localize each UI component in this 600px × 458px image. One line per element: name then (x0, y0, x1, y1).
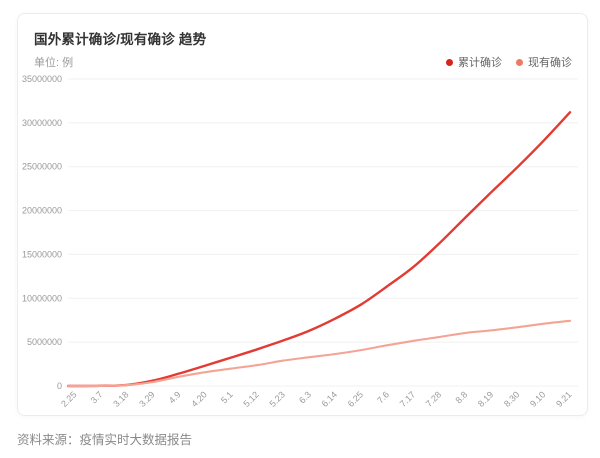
x-axis-label: 4.20 (189, 389, 208, 408)
x-axis-label: 8.30 (502, 389, 521, 408)
x-axis-label: 3.29 (137, 389, 156, 408)
x-axis-label: 7.28 (424, 389, 443, 408)
y-axis-label: 20000000 (22, 206, 62, 216)
unit-label: 单位: 例 (34, 57, 74, 69)
x-axis-label: 7.6 (375, 389, 391, 405)
legend-label-existing: 现有确诊 (528, 57, 572, 69)
legend-item-cumulative-confirmed[interactable]: 累计确诊 (446, 54, 502, 70)
y-axis-label: 30000000 (22, 118, 62, 128)
x-axis-label: 8.19 (476, 389, 495, 408)
x-axis-label: 5.23 (267, 389, 286, 408)
trend-chart-canvas: 0 5000000 10000000 15000000 20000000 25000000… (22, 74, 578, 409)
x-axis-label: 6.14 (320, 389, 339, 408)
x-axis-label: 4.9 (167, 389, 183, 405)
x-axis-label: 3.18 (111, 389, 130, 408)
series-line-cumulative-confirmed (66, 111, 572, 388)
series-line-existing-confirmed (66, 319, 572, 388)
y-axis-label: 35000000 (22, 74, 62, 84)
existing-series-dot-icon (516, 58, 523, 66)
y-axis-label: 25000000 (22, 162, 62, 172)
x-axis-label: 9.10 (528, 389, 547, 408)
legend-item-existing-confirmed[interactable]: 现有确诊 (516, 54, 572, 70)
x-axis-label: 2.25 (59, 389, 78, 408)
x-axis-label: 6.25 (346, 389, 365, 408)
x-axis-label: 7.17 (398, 389, 417, 408)
source-note: 资料来源：疫情实时大数据报告 (17, 433, 193, 447)
x-axis-label: 5.12 (241, 389, 260, 408)
y-axis-label: 5000000 (27, 337, 62, 347)
legend-label-cumulative: 累计确诊 (458, 57, 502, 69)
x-axis-label: 3.7 (89, 389, 105, 405)
chart-legend: 累计确诊 现有确诊 (446, 54, 572, 70)
y-axis-label: 10000000 (22, 293, 62, 303)
cumulative-series-dot-icon (446, 58, 453, 66)
chart-title: 国外累计确诊/现有确诊 趋势 (34, 32, 207, 47)
x-axis-label: 9.21 (554, 389, 573, 408)
x-axis-label: 6.3 (297, 389, 313, 405)
x-axis-label: 8.8 (453, 389, 469, 405)
y-axis-label: 0 (57, 381, 62, 391)
y-axis-label: 15000000 (22, 249, 62, 259)
x-axis-label: 5.1 (219, 389, 235, 405)
chart-card: 0 5000000 10000000 15000000 20000000 25000000… (17, 13, 588, 416)
